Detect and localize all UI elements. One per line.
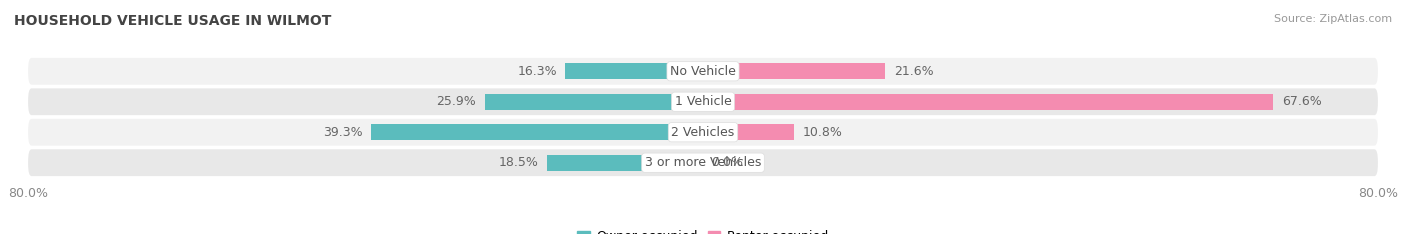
FancyBboxPatch shape — [28, 88, 1378, 115]
Text: 10.8%: 10.8% — [803, 126, 842, 139]
Text: 1 Vehicle: 1 Vehicle — [675, 95, 731, 108]
Bar — [371, 124, 703, 140]
Text: 0.0%: 0.0% — [711, 156, 744, 169]
Text: No Vehicle: No Vehicle — [671, 65, 735, 78]
Text: 18.5%: 18.5% — [499, 156, 538, 169]
Text: 25.9%: 25.9% — [436, 95, 477, 108]
Text: 16.3%: 16.3% — [517, 65, 557, 78]
FancyBboxPatch shape — [28, 58, 1378, 85]
FancyBboxPatch shape — [28, 149, 1378, 176]
Text: 67.6%: 67.6% — [1282, 95, 1322, 108]
FancyBboxPatch shape — [28, 119, 1378, 146]
Text: HOUSEHOLD VEHICLE USAGE IN WILMOT: HOUSEHOLD VEHICLE USAGE IN WILMOT — [14, 14, 332, 28]
Bar — [703, 94, 1274, 110]
Text: 21.6%: 21.6% — [894, 65, 934, 78]
Text: 2 Vehicles: 2 Vehicles — [672, 126, 734, 139]
Bar — [547, 155, 703, 171]
Bar — [485, 94, 703, 110]
Text: Source: ZipAtlas.com: Source: ZipAtlas.com — [1274, 14, 1392, 24]
Legend: Owner-occupied, Renter-occupied: Owner-occupied, Renter-occupied — [572, 225, 834, 234]
Bar — [703, 63, 886, 79]
Bar — [703, 124, 794, 140]
Bar — [565, 63, 703, 79]
Text: 3 or more Vehicles: 3 or more Vehicles — [645, 156, 761, 169]
Text: 39.3%: 39.3% — [323, 126, 363, 139]
